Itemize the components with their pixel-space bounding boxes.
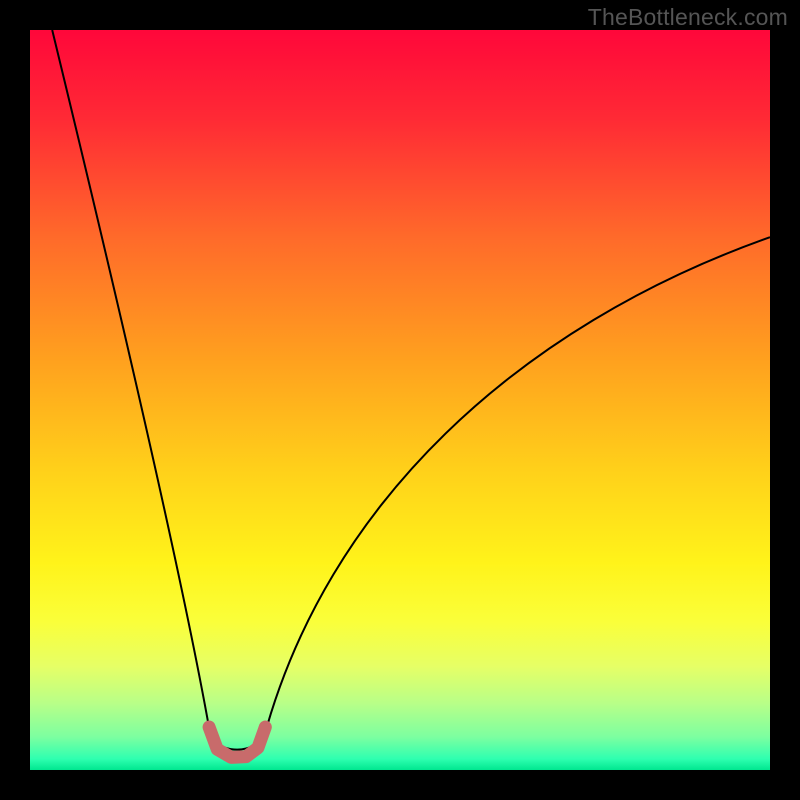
- bottleneck-curve: [52, 30, 770, 750]
- plot-area: [30, 30, 770, 770]
- chart-svg: [30, 30, 770, 770]
- watermark-text: TheBottleneck.com: [588, 4, 788, 31]
- minimum-marker-path: [209, 727, 265, 757]
